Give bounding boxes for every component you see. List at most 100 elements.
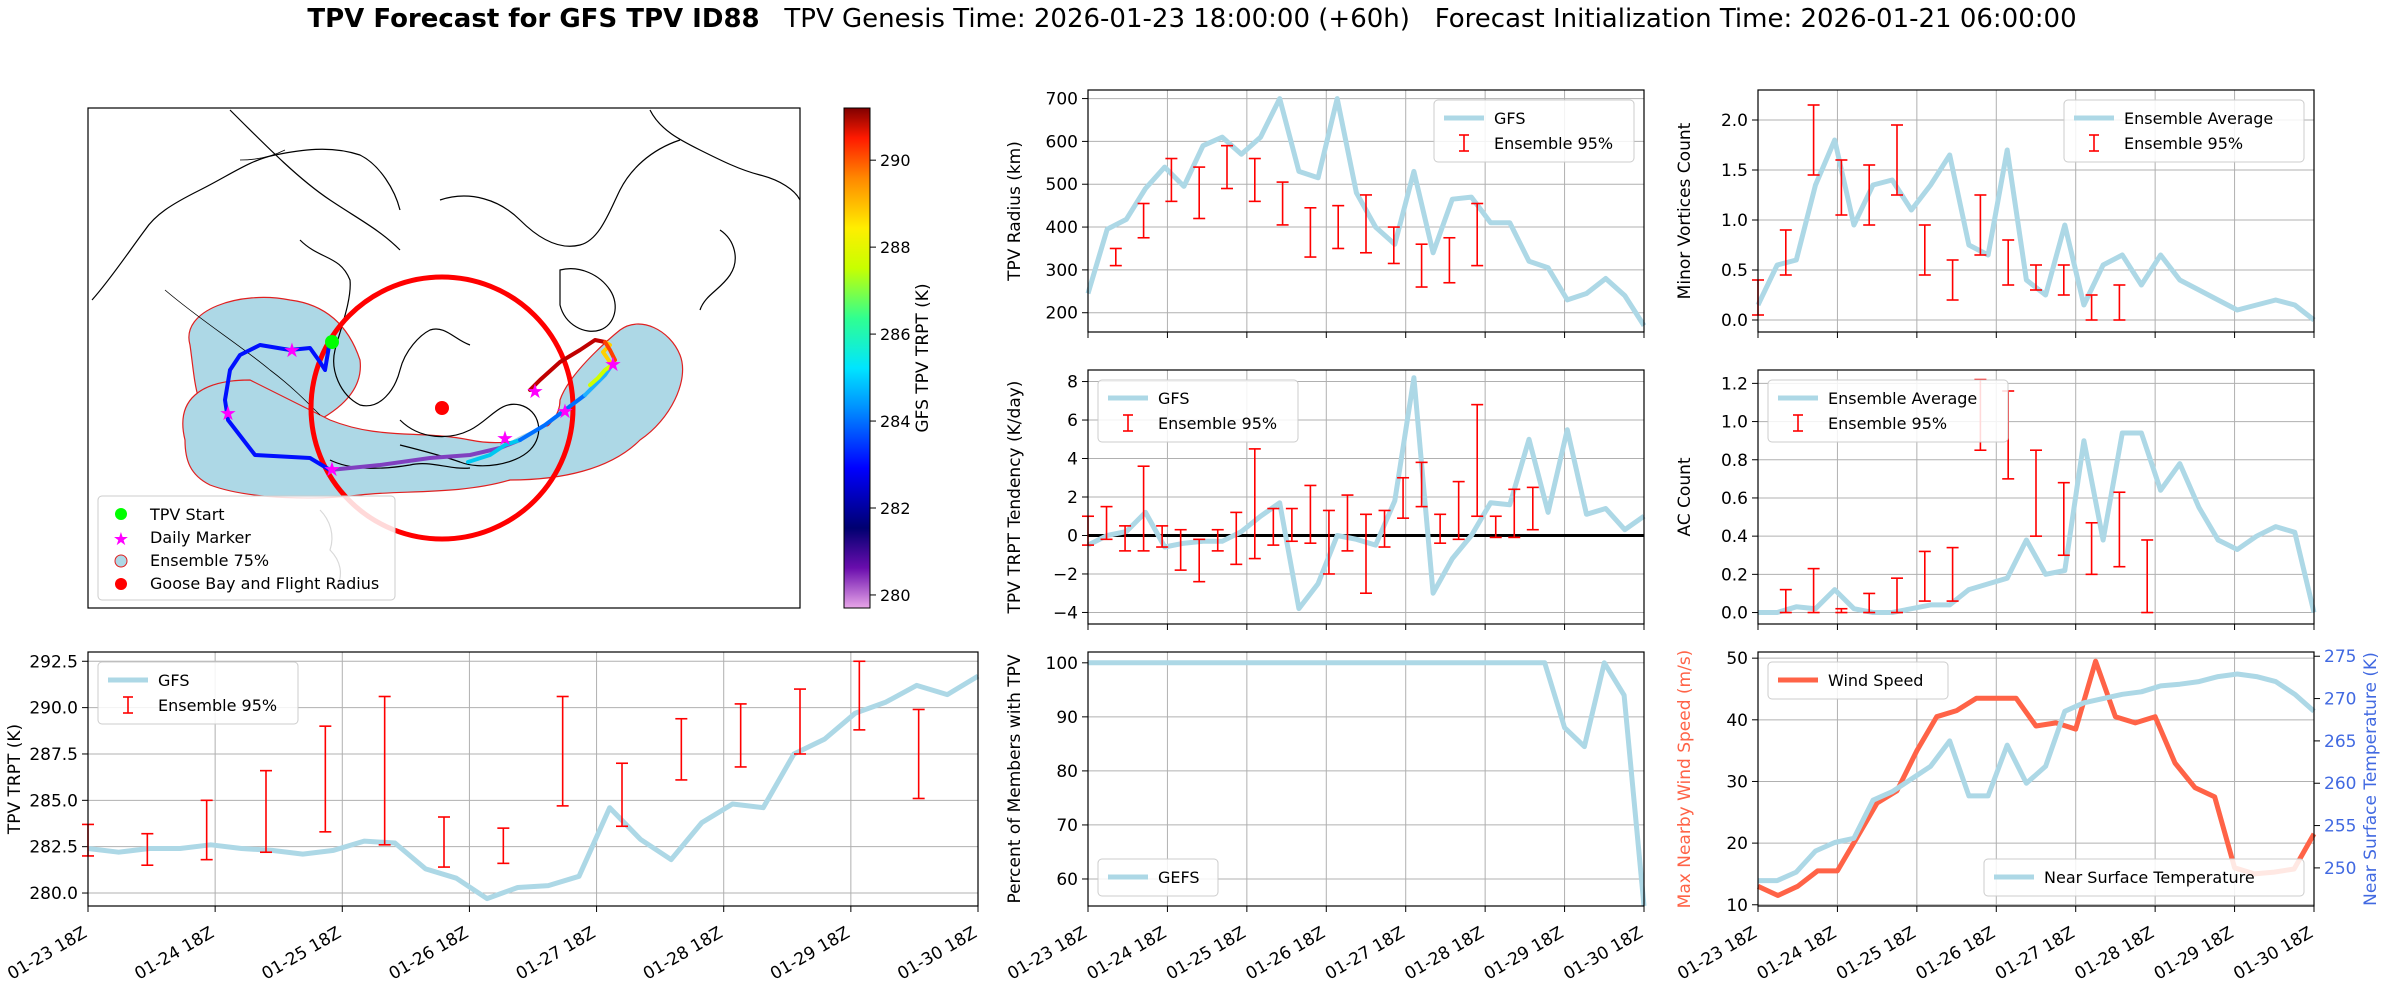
legend-label: Ensemble Average <box>2124 109 2273 128</box>
x-tick-label: 01-25 18Z <box>258 923 344 982</box>
y-tick-label: 600 <box>1046 132 1078 152</box>
error-bar <box>1415 243 1428 288</box>
error-bar <box>1863 164 1876 226</box>
legend-label: Ensemble Average <box>1828 389 1977 408</box>
legend-tpv-start: TPV Start <box>149 505 225 524</box>
legend-label: Ensemble 95% <box>1158 414 1277 433</box>
x-tick-label: 01-28 18Z <box>2071 923 2157 982</box>
y-tick-label: 292.5 <box>29 652 78 672</box>
error-bar <box>378 695 391 846</box>
colorbar-tick-label: 288 <box>880 238 911 257</box>
y-tick-label: 0 <box>1067 526 1078 546</box>
error-bar <box>1397 476 1410 519</box>
y2-tick-label: 270 <box>2324 690 2356 710</box>
y2-tick-label: 250 <box>2324 859 2356 879</box>
legend-label: Ensemble 95% <box>1828 414 1947 433</box>
y-tick-label: 1.5 <box>1721 161 1748 181</box>
colorbar-label: GFS TPV TRPT (K) <box>913 283 933 432</box>
legend-errorbar-icon <box>1793 414 1803 432</box>
goose-bay-marker <box>435 401 449 415</box>
error-bar <box>1285 507 1298 543</box>
x-tick-label: 01-26 18Z <box>1242 923 1328 982</box>
y-tick-label: 0.4 <box>1721 527 1748 547</box>
y-tick-label: −4 <box>1053 603 1078 623</box>
error-bar <box>260 769 272 854</box>
legend-label: Ensemble 95% <box>158 696 277 715</box>
tpv-start-marker <box>325 335 339 349</box>
y-tick-label: 8 <box>1067 373 1078 393</box>
error-bar <box>1193 538 1206 583</box>
legend: Ensemble Average Ensemble 95% <box>1767 379 2009 443</box>
error-bar <box>1807 567 1820 614</box>
error-bar <box>2057 264 2070 296</box>
y-tick-label: 400 <box>1046 218 1078 238</box>
y-axis-label: Minor Vortices Count <box>1675 122 1695 299</box>
daily-markers: ★ ★ ★ ★ ★ ★ ★ <box>219 338 622 481</box>
x-tick-label: 01-29 18Z <box>2151 923 2237 982</box>
y2-tick-label: 255 <box>2324 817 2356 837</box>
legend-errorbar-icon <box>1123 414 1133 432</box>
x-tick-label: 01-28 18Z <box>1401 923 1487 982</box>
error-bar <box>1248 157 1261 203</box>
y-tick-label: 282.5 <box>29 838 78 858</box>
error-bar <box>1341 494 1354 552</box>
error-bar <box>1137 202 1150 239</box>
legend: GFS Ensemble 95% <box>97 661 299 725</box>
y2-tick-label: 265 <box>2324 732 2356 752</box>
y-axis-label: AC Count <box>1675 457 1695 536</box>
error-bar <box>2141 539 2154 614</box>
error-bar <box>1489 515 1502 539</box>
y-tick-label: 0.0 <box>1721 604 1748 624</box>
goose-bay-flight-radius <box>308 274 576 542</box>
error-bar <box>141 832 154 867</box>
colorbar-tick-label: 286 <box>880 325 911 344</box>
error-bar <box>1471 202 1484 267</box>
axes-frame <box>1087 369 1645 625</box>
colorbar-tick-label: 280 <box>880 586 911 605</box>
y-tick-label: 10 <box>1726 896 1748 916</box>
error-bar <box>853 660 866 731</box>
error-bar <box>1891 124 1903 196</box>
legend-goose-bay: Goose Bay and Flight Radius <box>150 574 379 593</box>
y-tick-label: 0.5 <box>1721 261 1748 281</box>
error-bar <box>734 703 747 768</box>
x-tick-label: 01-30 18Z <box>894 923 980 982</box>
x-tick-label: 01-29 18Z <box>1481 923 1567 982</box>
y-tick-label: 0.0 <box>1721 311 1748 331</box>
error-bar <box>1165 157 1178 203</box>
error-bar <box>200 799 213 861</box>
map-legend: ★ TPV Start Daily Marker Ensemble 75% Go… <box>97 495 396 601</box>
error-bar <box>2085 294 2098 321</box>
y-tick-label: 30 <box>1726 772 1748 792</box>
y-tick-label: 1.2 <box>1721 374 1748 394</box>
error-bar <box>912 708 925 800</box>
error-bar <box>794 688 806 755</box>
error-bar <box>1807 104 1820 176</box>
error-bar <box>1378 509 1391 548</box>
x-tick-label: 01-27 18Z <box>513 923 599 982</box>
y-tick-label: 100 <box>1046 654 1078 674</box>
error-bar <box>1322 509 1335 575</box>
legend-label: GFS <box>158 671 189 690</box>
error-bar <box>1174 528 1187 571</box>
error-bar <box>2030 449 2042 537</box>
error-bar <box>1835 159 1848 216</box>
legend: Wind Speed <box>1767 661 1949 700</box>
x-tick-label: 01-23 18Z <box>1004 923 1090 982</box>
error-bar <box>1443 236 1456 284</box>
x-tick-label: 01-24 18Z <box>1754 923 1840 982</box>
error-bar <box>675 717 688 781</box>
error-bar <box>1276 181 1289 226</box>
series-line-gefs <box>1088 660 1647 907</box>
map-content: ★ ★ ★ ★ ★ ★ ★ <box>91 109 800 591</box>
y-tick-label: 2 <box>1067 488 1078 508</box>
error-bar <box>1156 525 1169 548</box>
error-bar <box>1332 204 1345 250</box>
chart-minor: 0.0 0.5 1.0 1.5 2.0 Minor Vortices Count Ensem… <box>1675 89 2316 338</box>
daily-marker: ★ <box>496 426 514 450</box>
x-tick-label: 01-29 18Z <box>767 923 853 982</box>
y-tick-label: 50 <box>1726 649 1748 669</box>
error-bar <box>497 827 510 865</box>
